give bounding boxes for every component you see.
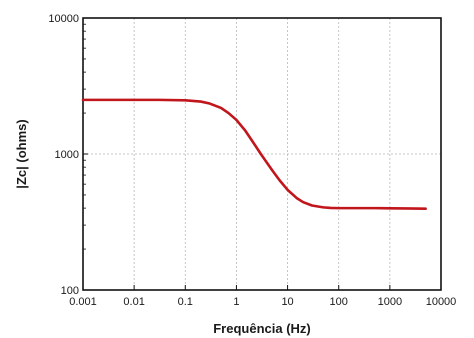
- x-tick-label: 10: [281, 296, 293, 308]
- y-tick-label: 1000: [55, 149, 79, 161]
- x-axis-label: Frequência (Hz): [213, 321, 311, 336]
- series-layer: [81, 98, 427, 211]
- impedance-curve: [81, 98, 427, 211]
- x-tick-label: 100: [330, 296, 348, 308]
- grid-lines: [83, 18, 441, 290]
- x-tick-label: 0.1: [178, 296, 193, 308]
- x-tick-label: 0.01: [123, 296, 144, 308]
- x-tick-label: 1000: [378, 296, 402, 308]
- y-tick-label: 100: [61, 285, 79, 297]
- y-tick-label: 10000: [48, 13, 79, 25]
- y-ticks: 100 1000 10000: [48, 13, 88, 297]
- x-tick-label: 1: [233, 296, 239, 308]
- y-axis-label: |Zc| (ohms): [14, 119, 29, 188]
- x-tick-label: 10000: [426, 296, 457, 308]
- x-tick-label: 0.001: [69, 296, 97, 308]
- x-ticks: 0.001 0.01 0.1 1 10 100 1000 10000: [69, 285, 456, 308]
